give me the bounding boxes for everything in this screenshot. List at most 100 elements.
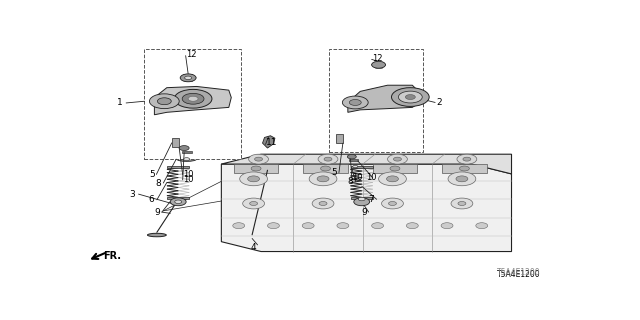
- Circle shape: [349, 100, 361, 105]
- Ellipse shape: [244, 236, 260, 239]
- Text: 9: 9: [362, 208, 367, 217]
- Text: 10: 10: [183, 175, 194, 184]
- Circle shape: [312, 198, 334, 209]
- Ellipse shape: [177, 157, 196, 161]
- Text: 10: 10: [183, 170, 194, 179]
- Text: 4: 4: [250, 243, 256, 252]
- Polygon shape: [221, 154, 511, 174]
- Polygon shape: [154, 86, 231, 115]
- Circle shape: [321, 166, 330, 171]
- Circle shape: [476, 223, 488, 228]
- Circle shape: [251, 166, 261, 171]
- Text: 12: 12: [372, 54, 382, 63]
- Bar: [172, 138, 179, 147]
- Circle shape: [406, 223, 419, 228]
- Circle shape: [458, 202, 466, 205]
- Text: 11: 11: [266, 138, 278, 147]
- Bar: [182, 151, 191, 153]
- Circle shape: [448, 172, 476, 186]
- Bar: [167, 166, 189, 168]
- Circle shape: [394, 157, 401, 161]
- Bar: [145, 50, 241, 159]
- Text: 8: 8: [156, 179, 161, 188]
- Circle shape: [463, 157, 471, 161]
- Text: T5A4E1200: T5A4E1200: [497, 268, 540, 277]
- Text: 10: 10: [365, 172, 376, 182]
- Bar: [167, 196, 189, 198]
- Text: FR.: FR.: [103, 251, 121, 261]
- Circle shape: [268, 223, 280, 228]
- Circle shape: [255, 157, 262, 161]
- Circle shape: [309, 172, 337, 186]
- Circle shape: [390, 166, 400, 171]
- Circle shape: [319, 202, 327, 205]
- Circle shape: [348, 155, 356, 159]
- Circle shape: [381, 198, 403, 209]
- Circle shape: [451, 198, 473, 209]
- Circle shape: [250, 202, 257, 205]
- Circle shape: [157, 98, 172, 105]
- Polygon shape: [262, 136, 275, 148]
- Circle shape: [372, 223, 383, 228]
- Circle shape: [182, 93, 204, 104]
- Text: 5: 5: [332, 168, 337, 177]
- Bar: [329, 50, 423, 152]
- Circle shape: [240, 172, 268, 186]
- Polygon shape: [348, 85, 420, 112]
- Circle shape: [324, 157, 332, 161]
- Circle shape: [318, 154, 338, 164]
- Circle shape: [441, 223, 453, 228]
- Text: 10: 10: [352, 172, 363, 182]
- Circle shape: [388, 202, 396, 205]
- Text: 9: 9: [154, 208, 160, 217]
- Circle shape: [302, 223, 314, 228]
- Ellipse shape: [147, 233, 166, 237]
- Circle shape: [317, 176, 329, 182]
- Text: T5A4E1200: T5A4E1200: [497, 270, 540, 279]
- Circle shape: [457, 154, 477, 164]
- Circle shape: [353, 165, 358, 168]
- Bar: [351, 166, 372, 168]
- Circle shape: [379, 172, 406, 186]
- Circle shape: [456, 176, 468, 182]
- Circle shape: [248, 176, 260, 182]
- Polygon shape: [221, 164, 511, 252]
- Circle shape: [392, 88, 429, 107]
- Circle shape: [354, 198, 370, 206]
- Circle shape: [342, 96, 368, 109]
- Circle shape: [337, 223, 349, 228]
- Text: 7: 7: [369, 195, 374, 204]
- Bar: [337, 134, 344, 143]
- Circle shape: [179, 146, 189, 150]
- Bar: [349, 159, 358, 161]
- Text: 1: 1: [117, 99, 123, 108]
- Circle shape: [185, 76, 191, 80]
- Circle shape: [399, 91, 422, 103]
- Circle shape: [170, 198, 186, 206]
- Bar: [234, 164, 278, 173]
- Text: 5: 5: [150, 170, 155, 179]
- Circle shape: [150, 94, 179, 108]
- Circle shape: [233, 223, 244, 228]
- Circle shape: [184, 158, 189, 161]
- Bar: [372, 164, 417, 173]
- Bar: [303, 164, 348, 173]
- Ellipse shape: [346, 164, 364, 169]
- Text: 3: 3: [129, 190, 135, 199]
- Circle shape: [388, 154, 408, 164]
- Circle shape: [387, 176, 399, 182]
- Circle shape: [460, 166, 469, 171]
- Circle shape: [180, 74, 196, 82]
- Circle shape: [174, 89, 212, 108]
- Circle shape: [243, 198, 264, 209]
- Circle shape: [188, 96, 198, 101]
- Bar: [351, 196, 372, 198]
- Text: 8: 8: [348, 177, 353, 186]
- Circle shape: [175, 200, 182, 204]
- Text: 2: 2: [436, 99, 442, 108]
- Circle shape: [249, 154, 269, 164]
- Text: 12: 12: [186, 50, 196, 59]
- Circle shape: [372, 61, 385, 68]
- Text: 6: 6: [148, 195, 154, 204]
- Circle shape: [358, 197, 365, 201]
